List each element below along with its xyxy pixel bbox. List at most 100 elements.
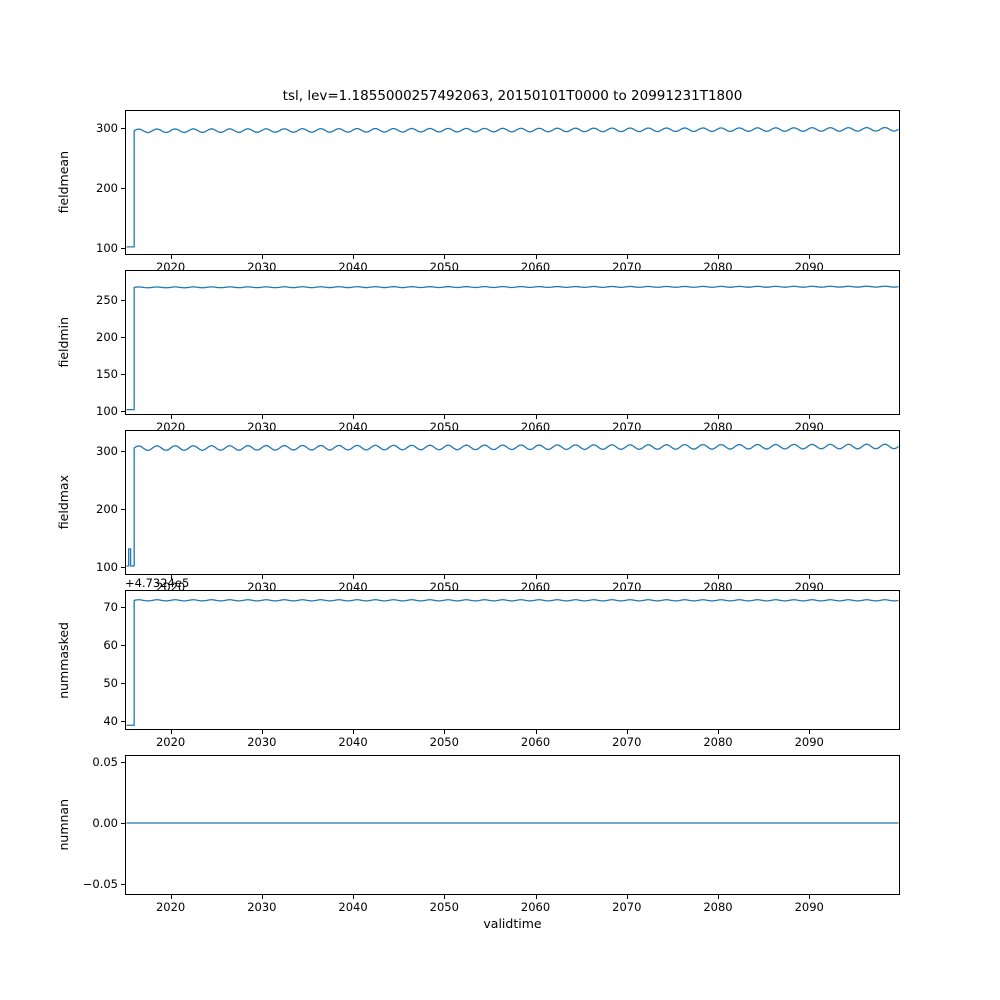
x-tick-mark (809, 730, 810, 734)
x-tick-mark (718, 415, 719, 419)
x-tick-label: 2020 (155, 260, 186, 274)
x-tick-label: 2060 (520, 420, 551, 434)
x-tick-mark (171, 730, 172, 734)
y-tick-mark (121, 683, 125, 684)
y-tick-label: 300 (96, 120, 118, 135)
x-tick-mark (627, 415, 628, 419)
x-tick-mark (262, 415, 263, 419)
x-tick-label: 2040 (338, 420, 368, 434)
fieldmax-axis-label: fieldmax (55, 475, 71, 530)
x-tick-label: 2080 (703, 735, 733, 749)
x-tick-mark (536, 415, 537, 419)
fieldmean-line-series (126, 127, 899, 248)
x-tick-label: 2040 (338, 735, 368, 749)
x-tick-mark (809, 895, 810, 899)
y-tick-mark (121, 337, 125, 338)
x-tick-label: 2060 (520, 580, 551, 594)
numnan-line-plot (126, 822, 899, 824)
x-tick-mark (718, 895, 719, 899)
subplot-nummasked (125, 590, 900, 730)
y-tick-label: 0.05 (92, 754, 118, 769)
y-tick-label: 40 (103, 713, 118, 728)
x-tick-label: 2030 (247, 900, 277, 914)
x-tick-label: 2060 (520, 900, 551, 914)
x-tick-mark (262, 255, 263, 259)
y-tick-label: 100 (96, 403, 118, 418)
fieldmin-line-series (126, 285, 899, 411)
y-tick-label: 0.00 (92, 815, 118, 830)
x-tick-label: 2090 (794, 260, 824, 274)
x-tick-label: 2060 (520, 260, 551, 274)
y-tick-mark (121, 188, 125, 189)
y-tick-mark (121, 451, 125, 452)
x-tick-mark (353, 415, 354, 419)
y-tick-label: 200 (96, 180, 118, 195)
y-tick-mark (121, 509, 125, 510)
fieldmax-line-plot (126, 443, 899, 567)
numnan-axis-label: numnan (55, 799, 71, 851)
x-tick-label: 2050 (429, 900, 459, 914)
nummasked-line-series (126, 599, 899, 726)
x-tick-label: 2020 (155, 735, 186, 749)
x-tick-mark (353, 730, 354, 734)
x-tick-mark (262, 895, 263, 899)
y-tick-mark (121, 762, 125, 763)
x-tick-label: 2090 (794, 580, 824, 594)
y-tick-label: −0.05 (82, 877, 118, 891)
x-tick-label: 2090 (794, 900, 824, 914)
y-tick-label: 100 (96, 559, 118, 574)
x-tick-mark (171, 895, 172, 899)
x-tick-label: 2090 (794, 420, 824, 434)
fieldmin-axis-label: fieldmin (55, 317, 71, 368)
x-tick-mark (809, 255, 810, 259)
nummasked-axis-label: nummasked (55, 621, 71, 699)
x-tick-label: 2070 (612, 900, 642, 914)
x-tick-label: 2080 (703, 420, 733, 434)
x-tick-mark (627, 895, 628, 899)
x-tick-label: 2050 (429, 735, 459, 749)
x-tick-label: 2030 (247, 260, 277, 274)
x-tick-mark (627, 730, 628, 734)
x-tick-mark (262, 730, 263, 734)
x-tick-label: 2080 (703, 900, 733, 914)
x-tick-label: 2090 (794, 735, 824, 749)
x-tick-label: 2030 (247, 735, 277, 749)
x-tick-label: 2030 (247, 580, 277, 594)
x-tick-mark (536, 895, 537, 899)
y-tick-mark (121, 823, 125, 824)
y-tick-mark (121, 645, 125, 646)
x-tick-mark (536, 730, 537, 734)
subplot-fieldmax (125, 430, 900, 575)
x-tick-label: 2030 (247, 420, 277, 434)
x-tick-mark (444, 730, 445, 734)
x-tick-mark (353, 575, 354, 579)
x-tick-label: 2020 (155, 900, 186, 914)
y-tick-label: 250 (96, 292, 118, 307)
x-tick-label: 2040 (338, 900, 368, 914)
fieldmean-axis-label: fieldmean (55, 151, 71, 214)
x-tick-label: 2080 (703, 260, 733, 274)
x-tick-mark (718, 255, 719, 259)
y-tick-mark (121, 721, 125, 722)
y-tick-label: 70 (103, 600, 118, 615)
x-tick-mark (262, 575, 263, 579)
x-tick-label: 2050 (429, 260, 459, 274)
x-tick-label: 2070 (612, 735, 642, 749)
y-tick-mark (121, 374, 125, 375)
nummasked-line-plot (126, 599, 899, 726)
x-tick-label: 2050 (429, 580, 459, 594)
y-tick-mark (121, 248, 125, 249)
x-tick-label: 2040 (338, 580, 368, 594)
fieldmin-line-plot (126, 285, 899, 411)
y-tick-label: 50 (103, 675, 118, 690)
y-tick-label: 60 (103, 637, 118, 652)
y-tick-mark (121, 607, 125, 608)
x-tick-mark (627, 255, 628, 259)
x-tick-mark (809, 575, 810, 579)
x-tick-label: 2050 (429, 420, 459, 434)
x-tick-mark (536, 575, 537, 579)
x-tick-mark (718, 575, 719, 579)
figure-title: tsl, lev=1.1855000257492063, 20150101T00… (282, 88, 743, 104)
fieldmean-line-plot (126, 127, 899, 248)
